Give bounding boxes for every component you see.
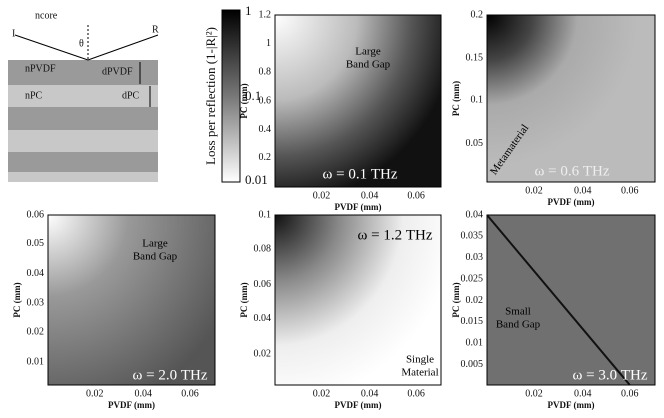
y-tick-label: 0.8: [259, 66, 272, 77]
annotation: Single: [406, 354, 434, 366]
y-tick-label: 0.03: [466, 252, 484, 263]
y-tick-label: 0.6: [259, 95, 272, 106]
x-axis-label: PVDF (mm): [108, 400, 155, 410]
incident-ray: [14, 34, 89, 61]
y-tick-label: 0.02: [466, 295, 484, 306]
x-axis-label: PVDF (mm): [548, 400, 595, 410]
x-tick-label: 0.02: [313, 190, 331, 201]
y-tick-label: 0.15: [466, 53, 484, 64]
layer-stack: [8, 60, 158, 182]
layer: [8, 85, 158, 107]
label: nPC: [25, 90, 43, 101]
y-tick-label: 0.025: [461, 273, 484, 284]
y-tick-label: 0.01: [27, 356, 45, 367]
annotation: Material: [401, 367, 438, 379]
layer: [8, 172, 158, 182]
colorbar-label: Loss per reflection (1-|R|²): [203, 27, 218, 165]
y-tick-label: 0.015: [461, 316, 484, 327]
y-tick-label: 0.03: [27, 298, 45, 309]
y-tick-label: 0.06: [27, 209, 45, 220]
label: ncore: [35, 10, 58, 21]
colorbar-tick: 1: [245, 3, 252, 18]
annotation: Band Gap: [133, 251, 178, 263]
x-tick-label: 0.06: [621, 185, 639, 196]
annotation: Small: [505, 306, 531, 318]
y-tick-label: 0.1: [259, 209, 272, 220]
annotation: Band Gap: [346, 59, 391, 71]
x-tick-label: 0.02: [86, 388, 104, 399]
x-tick-label: 0.02: [525, 388, 543, 399]
heatmap: [274, 14, 442, 188]
heatmap: [486, 14, 656, 183]
label: I: [12, 28, 15, 39]
y-tick-label: 0.06: [254, 279, 272, 290]
heatmap: [47, 214, 216, 386]
y-tick-label: 1: [266, 38, 271, 49]
panel-title: ω = 0.1 THz: [323, 166, 398, 182]
annotation: Band Gap: [496, 319, 541, 331]
x-tick-label: 0.06: [407, 190, 425, 201]
heatmap: [274, 214, 442, 386]
y-axis-label: PC (mm): [451, 81, 461, 116]
colorbar-tick: 0.1: [245, 88, 261, 103]
label: θ: [79, 38, 84, 49]
annotation: Large: [355, 46, 381, 58]
label: nPVDF: [25, 63, 56, 74]
x-tick-label: 0.04: [361, 190, 379, 201]
x-tick-label: 0.04: [574, 185, 592, 196]
y-tick-label: 0.04: [27, 268, 45, 279]
y-axis-label: PC (mm): [12, 282, 22, 317]
x-axis-label: PVDF (mm): [335, 202, 382, 212]
y-tick-label: 0.2: [259, 152, 272, 163]
label: dPC: [122, 90, 140, 101]
band-line: [486, 214, 631, 386]
y-tick-label: 0.005: [461, 359, 484, 370]
y-tick-label: 0.05: [27, 238, 45, 249]
y-axis-label: PC (mm): [239, 282, 249, 317]
x-tick-label: 0.04: [134, 388, 152, 399]
heatmap: [486, 214, 656, 386]
reflected-ray: [87, 34, 159, 61]
x-tick-label: 0.06: [407, 388, 425, 399]
y-tick-label: 0.08: [254, 243, 272, 254]
x-axis-label: PVDF (mm): [548, 197, 595, 207]
y-tick-label: 1.2: [259, 9, 272, 20]
y-tick-label: 0.01: [466, 337, 484, 348]
panel-title: ω = 2.0 THz: [133, 367, 208, 383]
panel-title: ω = 1.2 THz: [358, 227, 433, 243]
label: dPVDF: [102, 66, 133, 77]
colorbar: [221, 9, 241, 183]
x-tick-label: 0.02: [313, 388, 331, 399]
x-tick-label: 0.04: [361, 388, 379, 399]
y-tick-label: 0.02: [27, 327, 45, 338]
y-axis-label: PC (mm): [451, 282, 461, 317]
y-tick-label: 0.4: [259, 124, 272, 135]
y-tick-label: 0.02: [254, 349, 272, 360]
x-tick-label: 0.06: [621, 388, 639, 399]
y-tick-label: 0.035: [461, 231, 484, 242]
x-tick-label: 0.06: [181, 388, 199, 399]
y-axis-label: PC (mm): [239, 83, 249, 118]
y-tick-label: 0.04: [466, 209, 484, 220]
panel-title: ω = 3.0 THz: [573, 367, 648, 383]
y-tick-label: 0.1: [471, 94, 484, 105]
x-tick-label: 0.02: [525, 185, 543, 196]
x-axis-label: PVDF (mm): [335, 400, 382, 410]
label: R: [152, 24, 159, 35]
layer: [8, 130, 158, 152]
y-tick-label: 0.2: [471, 9, 484, 20]
annotation: Large: [142, 238, 168, 250]
y-tick-label: 0.04: [254, 313, 272, 324]
panel-title: ω = 0.6 THz: [535, 163, 610, 179]
colorbar-tick: 0.01: [245, 172, 268, 187]
y-tick-label: 0.05: [466, 138, 484, 149]
x-tick-label: 0.04: [574, 388, 592, 399]
